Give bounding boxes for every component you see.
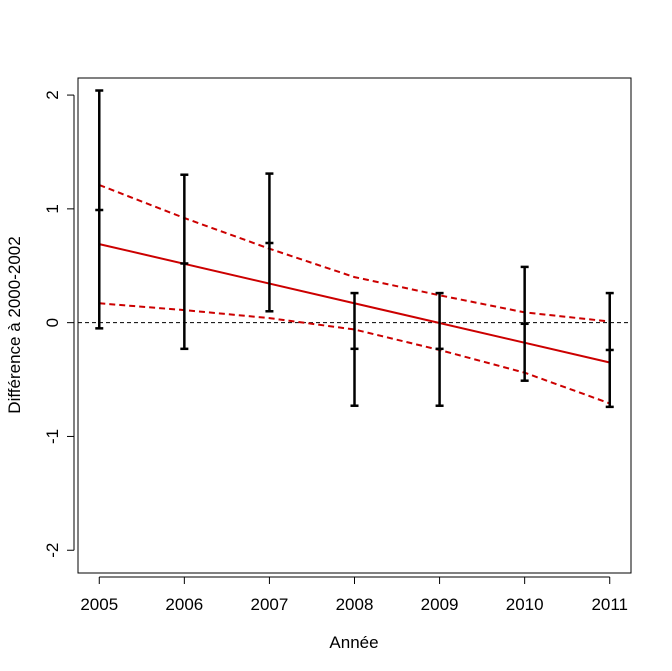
y-tick-label: -2 xyxy=(43,543,62,558)
error-bar xyxy=(265,172,274,313)
x-tick-label: 2009 xyxy=(421,595,459,614)
x-tick-label: 2011 xyxy=(591,595,628,614)
x-axis-label: Année xyxy=(329,633,378,652)
y-tick-label: 2 xyxy=(43,90,62,99)
y-tick-label: -1 xyxy=(43,429,62,444)
x-tick-label: 2007 xyxy=(251,595,289,614)
y-tick-label: 0 xyxy=(43,318,62,327)
error-bar xyxy=(95,89,104,330)
y-tick-label: 1 xyxy=(43,204,62,213)
error-bar xyxy=(605,291,614,409)
x-tick-label: 2010 xyxy=(506,595,544,614)
x-tick-label: 2005 xyxy=(80,595,118,614)
error-bar xyxy=(180,173,189,351)
plot-frame xyxy=(77,77,632,574)
x-tick-label: 2008 xyxy=(336,595,374,614)
y-axis-label: Différence à 2000-2002 xyxy=(5,236,24,413)
x-tick-label: 2006 xyxy=(165,595,203,614)
error-bar xyxy=(350,291,359,407)
error-bar xyxy=(435,291,444,407)
error-bar xyxy=(520,265,529,382)
